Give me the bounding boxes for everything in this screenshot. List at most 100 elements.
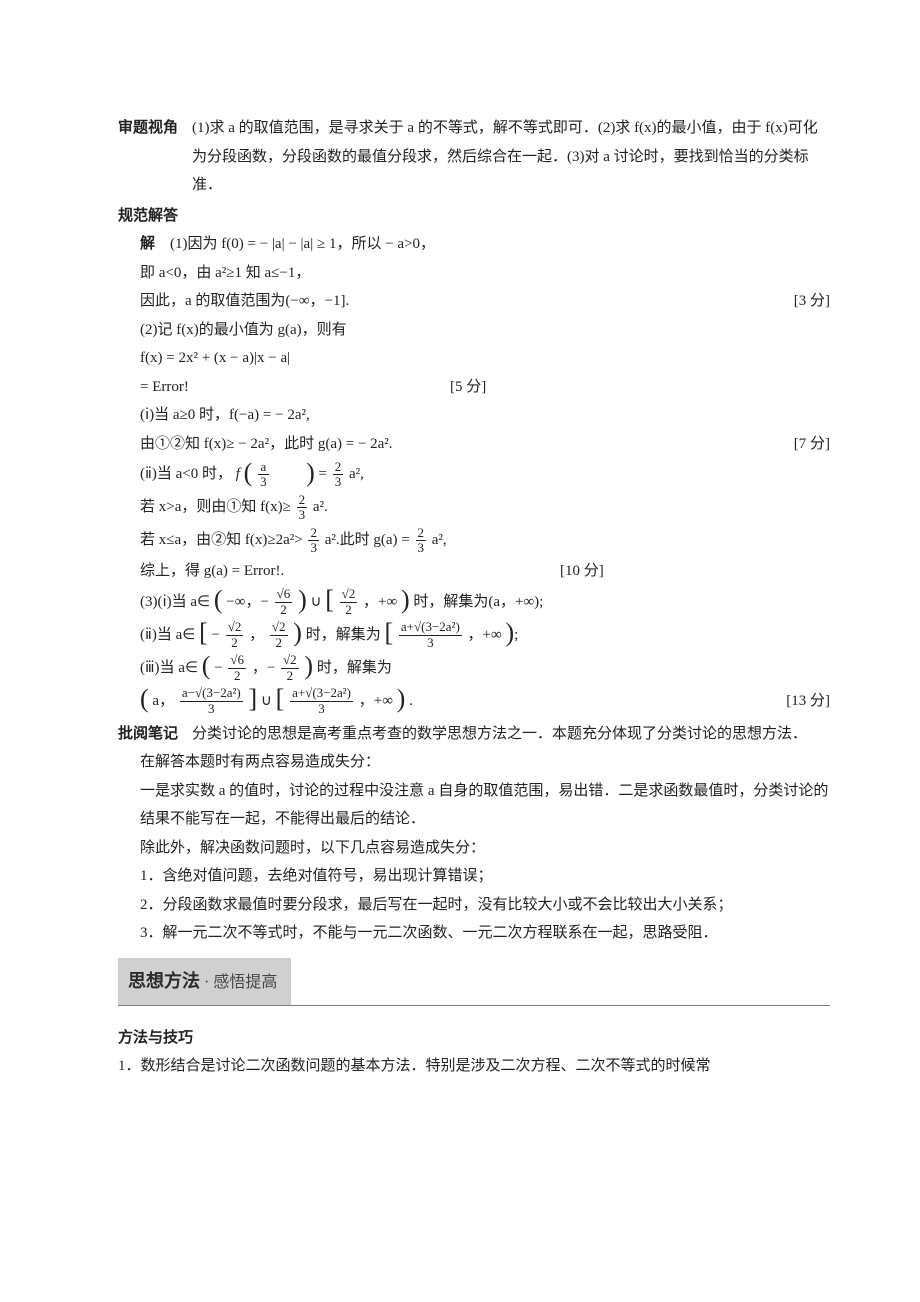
l14-lb2: [: [384, 620, 393, 646]
piyue-body: 在解答本题时有两点容易造成失分： 一是求实数 a 的值时，讨论的过程中没注意 a…: [118, 748, 830, 948]
l16-frac2: a+√(3−2a²)3: [290, 686, 353, 716]
l16-tail: ，+∞: [359, 693, 393, 709]
l13-lp1: (: [214, 587, 223, 613]
piyue-p4: 除此外，解决函数问题时，以下几点容易造成失分：: [140, 834, 830, 863]
l16-a: a，: [152, 693, 174, 709]
l13a-den: 2: [275, 603, 293, 617]
shenti-content: (1)求 a 的取值范围，是寻求关于 a 的不等式，解不等式即可．(2)求 f(…: [192, 120, 818, 193]
solve-l7: (ⅰ)当 a≥0 时，f(−a) = − 2a²,: [140, 401, 830, 430]
l15a-den: 2: [228, 669, 246, 683]
l11-post: a²,: [432, 532, 447, 548]
l10-den: 3: [297, 508, 308, 522]
score-7: [7 分]: [794, 430, 830, 459]
section-heading: 思想方法 · 感悟提高: [118, 970, 830, 1006]
l14b-den: 2: [270, 636, 288, 650]
solve-l8-text: 由①②知 f(x)≥ − 2a²，此时 g(a) = − 2a².: [140, 436, 393, 452]
l11-pre: 若 x≤a，由②知 f(x)≥2a²>: [140, 532, 303, 548]
solve-l16: ( a， a−√(3−2a²)3 ] ∪ [ a+√(3−2a²)3 ，+∞ )…: [140, 685, 830, 718]
section-sub: 感悟提高: [213, 968, 277, 998]
label-guifan: 规范解答: [118, 202, 830, 231]
score-10: [10 分]: [560, 557, 604, 586]
l10-pre: 若 x>a，则由①知 f(x)≥: [140, 499, 291, 515]
l15-pre: (ⅲ)当 a∈: [140, 660, 198, 676]
l15-rp: ): [304, 653, 313, 679]
l15-neg1: −: [214, 660, 222, 676]
l13-u: ∪: [310, 594, 321, 610]
solve-l6-text: = Error!: [140, 379, 189, 395]
piyue-p1: 分类讨论的思想是高考重点考查的数学思想方法之一．本题充分体现了分类讨论的思想方法…: [192, 726, 807, 742]
l13-mid1: −∞，−: [226, 594, 269, 610]
solve-l14: (ⅱ)当 a∈ [ − √22 ， √22 ) 时，解集为 [ a+√(3−2a…: [140, 619, 830, 652]
l10-frac: 23: [297, 493, 308, 523]
label-jie: 解: [140, 236, 155, 252]
l14-rp1: ): [293, 620, 302, 646]
l15-post: 时，解集为: [317, 660, 392, 676]
solve-l3: 因此，a 的取值范围为(−∞，−1].[3 分]: [140, 287, 830, 316]
label-piyue: 批阅笔记: [118, 720, 178, 749]
piyue-p3: 一是求实数 a 的值时，讨论的过程中没注意 a 自身的取值范围，易出错．二是求函…: [140, 777, 830, 834]
l11-num1: 2: [308, 526, 319, 541]
l16-rp2: ): [397, 686, 406, 712]
l14a-den: 2: [226, 636, 244, 650]
l15-frac-b: √22: [281, 653, 299, 683]
section-main: 思想方法: [128, 964, 200, 998]
section-dot: ·: [204, 968, 209, 998]
l15a-num: √6: [228, 653, 246, 668]
section-box: 思想方法 · 感悟提高: [118, 958, 291, 1004]
solve-l10: 若 x>a，则由①知 f(x)≥ 23 a².: [140, 491, 830, 524]
l11-frac1: 23: [308, 526, 319, 556]
l16f2-num: a+√(3−2a²): [290, 686, 353, 701]
solve-l1: 解 (1)因为 f(0) = − |a| − |a| ≥ 1，所以 − a>0，: [140, 230, 830, 259]
score-13: [13 分]: [786, 685, 830, 718]
l9-num2: 2: [333, 460, 344, 475]
l13-post: 时，解集为(a，+∞);: [413, 594, 543, 610]
l9-rparen: ): [306, 460, 315, 486]
l16f1-num: a−√(3−2a²): [180, 686, 243, 701]
l14b-num: √2: [270, 620, 288, 635]
l16-frac1: a−√(3−2a²)3: [180, 686, 243, 716]
l9-den2: 3: [333, 475, 344, 489]
fangfa-item1: 1．数形结合是讨论二次函数问题的基本方法．特别是涉及二次方程、二次不等式的时候常: [118, 1052, 830, 1081]
solve-l8: 由①②知 f(x)≥ − 2a²，此时 g(a) = − 2a². [7 分]: [140, 430, 830, 459]
score-5: [5 分]: [450, 373, 486, 402]
solve-l13: (3)(ⅰ)当 a∈ ( −∞，− √62 ) ∪ [ √22 ，+∞ ) 时，…: [140, 586, 830, 619]
l14-post: ，+∞: [468, 627, 502, 643]
solve-l2: 即 a<0，由 a²≥1 知 a≤−1，: [140, 259, 830, 288]
l10-post: a².: [313, 499, 328, 515]
l13-frac-b: √22: [340, 587, 358, 617]
l9-num1: a: [258, 460, 269, 475]
label-shenti: 审题视角: [118, 114, 178, 143]
l9-frac2: 23: [333, 460, 344, 490]
l12-text: 综上，得 g(a) = Error!.: [140, 563, 284, 579]
l14-pre: (ⅱ)当 a∈: [140, 627, 195, 643]
l16-u: ∪: [261, 693, 272, 709]
l14-frac-sol: a+√(3−2a²)3: [399, 620, 462, 650]
l14s-den: 3: [399, 636, 462, 650]
piyue-n2: 2．分段函数求最值时要分段求，最后写在一起时，没有比较大小或不会比较出大小关系；: [140, 891, 830, 920]
l14a-num: √2: [226, 620, 244, 635]
l13-frac-a: √62: [275, 587, 293, 617]
piyue-n3: 3．解一元二次不等式时，不能与一元二次函数、一元二次方程联系在一起，思路受阻．: [140, 919, 830, 948]
l9-den1: 3: [258, 475, 269, 489]
l9-eq: =: [319, 466, 331, 482]
l14-sep: ，: [249, 627, 264, 643]
solve-l6: = Error! [5 分]: [140, 373, 830, 402]
solve-l9: (ⅱ)当 a<0 时， f ( a3 ) = 23 a²,: [140, 458, 830, 491]
l16-lb2: [: [276, 686, 285, 712]
l11-den2: 3: [416, 541, 427, 555]
l16f2-den: 3: [290, 702, 353, 716]
guifan-block: 规范解答 解 (1)因为 f(0) = − |a| − |a| ≥ 1，所以 −…: [118, 202, 830, 718]
l15b-den: 2: [281, 669, 299, 683]
l15b-num: √2: [281, 653, 299, 668]
l16f1-den: 3: [180, 702, 243, 716]
solve-l11: 若 x≤a，由②知 f(x)≥2a²> 23 a².此时 g(a) = 23 a…: [140, 524, 830, 557]
l11-frac2: 23: [416, 526, 427, 556]
l14s-num: a+√(3−2a²): [399, 620, 462, 635]
l9-post: a²,: [349, 466, 364, 482]
piyue-text: 分类讨论的思想是高考重点考查的数学思想方法之一．本题充分体现了分类讨论的思想方法…: [178, 720, 830, 749]
solve-l12: 综上，得 g(a) = Error!. [10 分]: [140, 557, 830, 586]
solve-body: 解 (1)因为 f(0) = − |a| − |a| ≥ 1，所以 − a>0，…: [118, 230, 830, 718]
l13-pre: (3)(ⅰ)当 a∈: [140, 594, 210, 610]
l15-lp: (: [202, 653, 211, 679]
solve-l15: (ⅲ)当 a∈ ( − √62 ，− √22 ) 时，解集为: [140, 652, 830, 685]
